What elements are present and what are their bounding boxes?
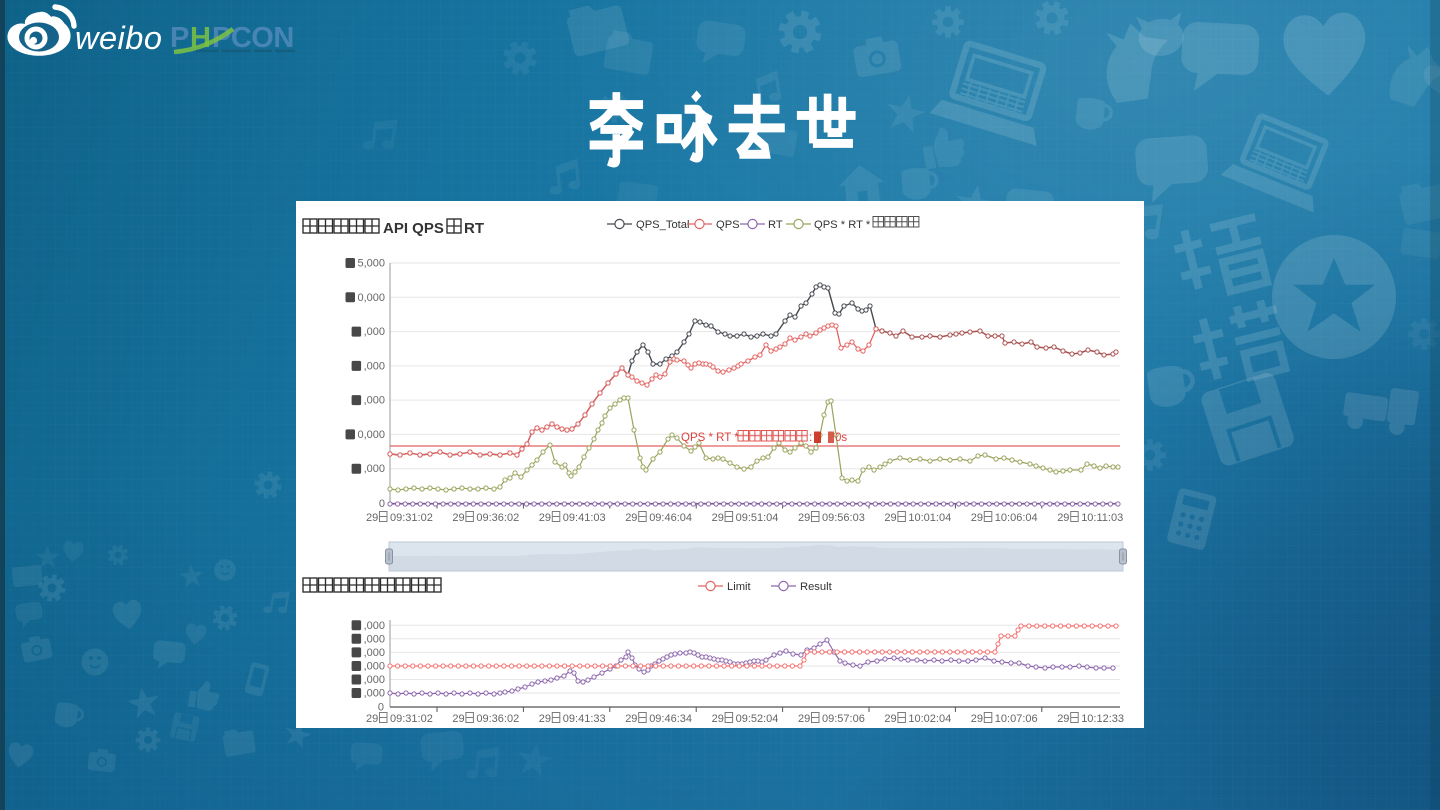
svg-text:09:41:03: 09:41:03 xyxy=(563,512,606,524)
svg-text:0: 0 xyxy=(379,498,385,510)
svg-text:,000: ,000 xyxy=(364,395,385,407)
svg-text:,000: ,000 xyxy=(364,674,385,686)
svg-text:,000: ,000 xyxy=(364,620,385,632)
svg-text:,000: ,000 xyxy=(364,463,385,475)
svg-text:09:51:04: 09:51:04 xyxy=(736,512,779,524)
svg-text:29: 29 xyxy=(539,713,551,725)
svg-text:0: 0 xyxy=(378,702,384,714)
svg-text:09:41:33: 09:41:33 xyxy=(563,713,606,725)
svg-text:29: 29 xyxy=(971,713,983,725)
svg-text:RT: RT xyxy=(464,220,484,237)
svg-text:09:57:06: 09:57:06 xyxy=(822,713,865,725)
svg-text:09:46:04: 09:46:04 xyxy=(649,512,692,524)
svg-text:29: 29 xyxy=(712,512,724,524)
svg-text:09:36:02: 09:36:02 xyxy=(476,713,519,725)
svg-text:29: 29 xyxy=(452,512,464,524)
svg-text:29: 29 xyxy=(625,713,637,725)
svg-text:Limit: Limit xyxy=(727,581,752,593)
svg-text:RT: RT xyxy=(768,219,783,231)
svg-text:10:01:04: 10:01:04 xyxy=(908,512,951,524)
svg-text:10:02:04: 10:02:04 xyxy=(908,713,951,725)
svg-text:,000: ,000 xyxy=(364,360,385,372)
svg-text:29: 29 xyxy=(625,512,637,524)
svg-text:29: 29 xyxy=(798,713,810,725)
svg-text:PCON: PCON xyxy=(212,22,294,54)
svg-text:QPS * RT *: QPS * RT * xyxy=(681,432,739,444)
svg-text:QPS: QPS xyxy=(716,219,740,231)
svg-text:09:31:02: 09:31:02 xyxy=(390,713,433,725)
svg-text:P: P xyxy=(170,22,189,54)
svg-text:29: 29 xyxy=(366,713,378,725)
svg-text:Result: Result xyxy=(800,581,833,593)
svg-text:09:36:02: 09:36:02 xyxy=(476,512,519,524)
svg-text:,000: ,000 xyxy=(364,661,385,673)
svg-text:29: 29 xyxy=(452,713,464,725)
svg-text:09:52:04: 09:52:04 xyxy=(736,713,779,725)
svg-text:10:11:03: 10:11:03 xyxy=(1081,512,1123,524)
svg-text:QPS * RT *: QPS * RT * xyxy=(814,219,871,231)
svg-text::: : xyxy=(809,432,812,444)
svg-text:0s: 0s xyxy=(835,432,847,444)
svg-text:weibo: weibo xyxy=(75,20,162,56)
svg-text:29: 29 xyxy=(1057,512,1069,524)
svg-text:0,000: 0,000 xyxy=(357,292,385,304)
svg-text:09:46:34: 09:46:34 xyxy=(649,713,692,725)
svg-text:QPS_Total: QPS_Total xyxy=(636,219,689,231)
svg-text:API QPS: API QPS xyxy=(383,220,444,237)
svg-text:5,000: 5,000 xyxy=(357,258,385,270)
svg-text:10:12:33: 10:12:33 xyxy=(1081,713,1124,725)
svg-text:,000: ,000 xyxy=(364,326,385,338)
svg-text:29: 29 xyxy=(884,713,896,725)
svg-text:,000: ,000 xyxy=(364,633,385,645)
svg-text:29: 29 xyxy=(366,512,378,524)
svg-text:09:31:02: 09:31:02 xyxy=(390,512,433,524)
svg-text:,000: ,000 xyxy=(364,647,385,659)
svg-text:0,000: 0,000 xyxy=(357,429,385,441)
svg-text:10:06:04: 10:06:04 xyxy=(995,512,1038,524)
svg-text:29: 29 xyxy=(1057,713,1069,725)
svg-text:09:56:03: 09:56:03 xyxy=(822,512,865,524)
svg-text:29: 29 xyxy=(971,512,983,524)
svg-text:29: 29 xyxy=(712,713,724,725)
svg-text:10:07:06: 10:07:06 xyxy=(995,713,1038,725)
svg-text:,000: ,000 xyxy=(364,688,385,700)
svg-text:29: 29 xyxy=(539,512,551,524)
svg-text:29: 29 xyxy=(798,512,810,524)
svg-text:29: 29 xyxy=(884,512,896,524)
